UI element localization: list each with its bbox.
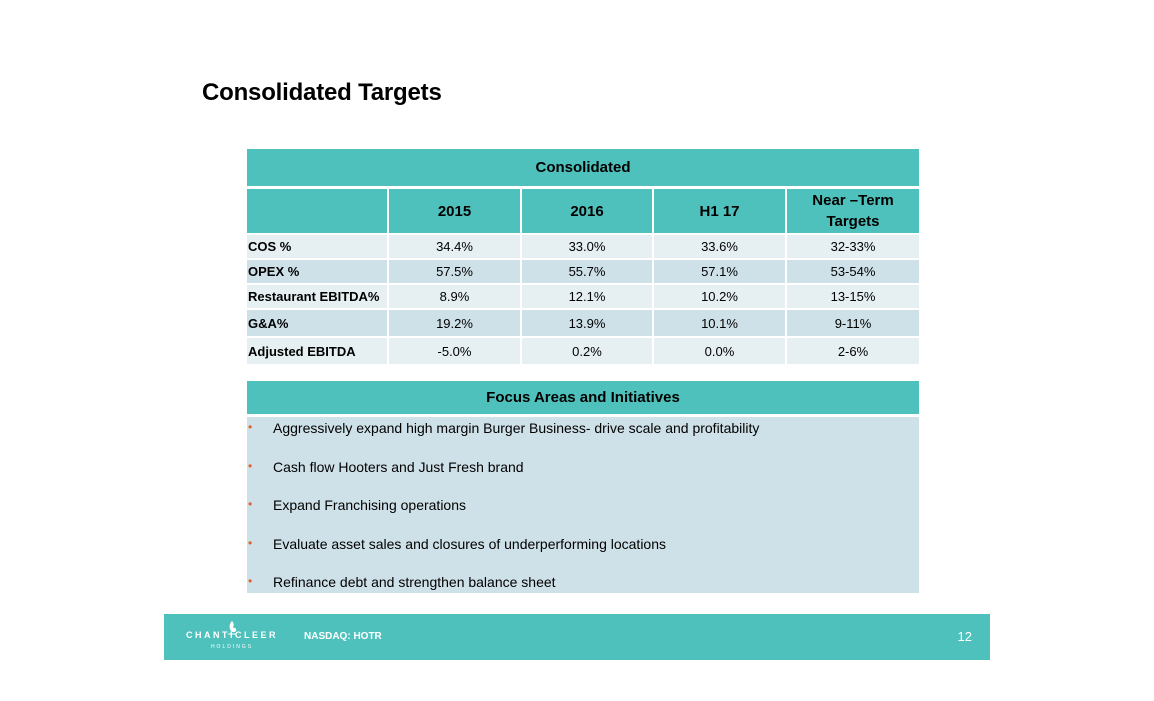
list-item: • Expand Franchising operations (247, 497, 919, 517)
consolidated-table: Consolidated 2015 2016 H1 17 Near –Term … (247, 149, 919, 366)
bullet-icon: • (248, 497, 253, 511)
row-label: COS % (247, 234, 389, 260)
table-cell: 0.2% (521, 337, 654, 366)
bullet-icon: • (248, 574, 253, 588)
focus-areas-header: Focus Areas and Initiatives (247, 381, 919, 414)
table-row: Adjusted EBITDA -5.0% 0.2% 0.0% 2-6% (247, 337, 919, 366)
table-cell: 9-11% (786, 309, 919, 338)
list-item: • Evaluate asset sales and closures of u… (247, 536, 919, 556)
rooster-icon (228, 621, 237, 635)
list-item-text: Refinance debt and strengthen balance sh… (273, 574, 556, 590)
table-cell: 10.1% (653, 309, 787, 338)
focus-areas-list: • Aggressively expand high margin Burger… (247, 417, 919, 593)
page-title: Consolidated Targets (202, 79, 442, 106)
table-cell: 33.0% (521, 234, 654, 260)
table-cell: 2-6% (786, 337, 919, 366)
table-cell: 55.7% (521, 259, 654, 285)
table-cell: 33.6% (653, 234, 787, 260)
targets-table: 2015 2016 H1 17 Near –Term Targets COS %… (247, 189, 919, 366)
row-label: Restaurant EBITDA% (247, 284, 389, 310)
column-header: Near –Term Targets (786, 189, 919, 235)
column-header (247, 189, 389, 235)
bullet-icon: • (248, 459, 253, 473)
slide-footer: CHANTICLEER HOLDINGS NASDAQ: HOTR 12 (164, 614, 990, 660)
table-cell: 19.2% (388, 309, 522, 338)
row-label: Adjusted EBITDA (247, 337, 389, 366)
logo-name: CHANTICLEER (186, 630, 278, 640)
column-header: 2016 (521, 189, 654, 235)
table-cell: 10.2% (653, 284, 787, 310)
bullet-icon: • (248, 536, 253, 550)
table-cell: -5.0% (388, 337, 522, 366)
logo-subtitle: HOLDINGS (210, 644, 254, 650)
list-item-text: Expand Franchising operations (273, 497, 467, 513)
list-item: • Aggressively expand high margin Burger… (247, 420, 919, 440)
table-cell: 13-15% (786, 284, 919, 310)
column-header: 2015 (388, 189, 522, 235)
table-row: G&A% 19.2% 13.9% 10.1% 9-11% (247, 309, 919, 338)
column-header: H1 17 (653, 189, 787, 235)
row-label: OPEX % (247, 259, 389, 285)
table-row: COS % 34.4% 33.0% 33.6% 32-33% (247, 234, 919, 260)
company-logo: CHANTICLEER HOLDINGS (182, 621, 282, 652)
page-number: 12 (957, 629, 972, 644)
list-item-text: Evaluate asset sales and closures of und… (273, 536, 666, 552)
table-column-header-row: 2015 2016 H1 17 Near –Term Targets (247, 189, 919, 235)
list-item-text: Cash flow Hooters and Just Fresh brand (273, 459, 524, 475)
row-label: G&A% (247, 309, 389, 338)
table-cell: 57.1% (653, 259, 787, 285)
bullet-icon: • (248, 420, 253, 434)
table-cell: 0.0% (653, 337, 787, 366)
table-cell: 57.5% (388, 259, 522, 285)
table-row: OPEX % 57.5% 55.7% 57.1% 53-54% (247, 259, 919, 285)
table-row: Restaurant EBITDA% 8.9% 12.1% 10.2% 13-1… (247, 284, 919, 310)
table-cell: 8.9% (388, 284, 522, 310)
ticker-symbol: NASDAQ: HOTR (304, 631, 382, 642)
table-cell: 13.9% (521, 309, 654, 338)
table-cell: 53-54% (786, 259, 919, 285)
list-item: • Refinance debt and strengthen balance … (247, 574, 919, 594)
table-header-consolidated: Consolidated (247, 149, 919, 186)
list-item-text: Aggressively expand high margin Burger B… (273, 420, 760, 436)
table-cell: 12.1% (521, 284, 654, 310)
table-cell: 32-33% (786, 234, 919, 260)
table-cell: 34.4% (388, 234, 522, 260)
list-item: • Cash flow Hooters and Just Fresh brand (247, 459, 919, 479)
